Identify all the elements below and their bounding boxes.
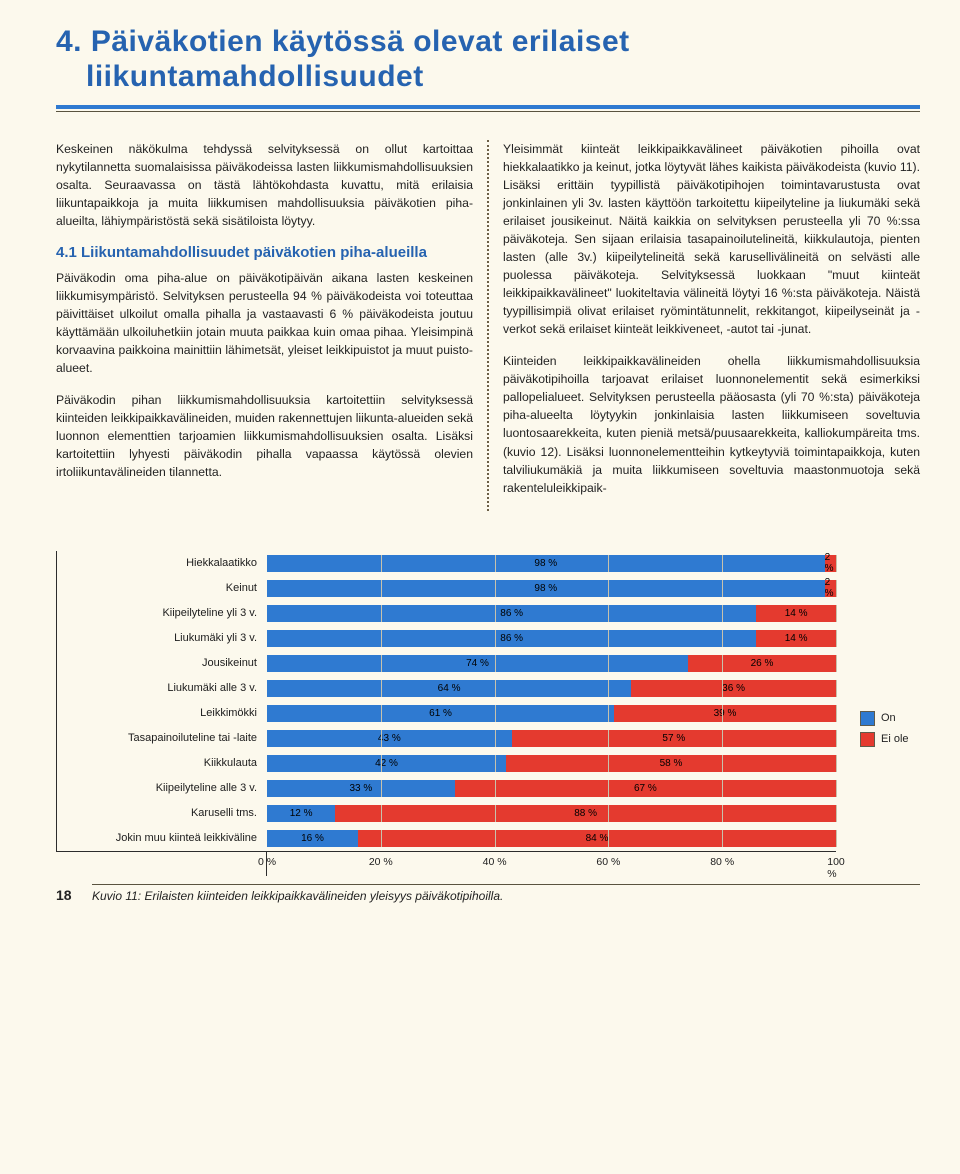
bar-segment-on: 74 % [267, 655, 688, 672]
category-label: Tasapainoiluteline tai -laite [57, 732, 267, 744]
bar-segment-on: 42 % [267, 755, 506, 772]
legend-off: Ei ole [860, 732, 920, 747]
bar-segment-off: 14 % [756, 630, 836, 647]
stacked-bar-chart: Hiekkalaatikko98 %2 %Keinut98 %2 %Kiipei… [56, 551, 920, 903]
chart-row: Jokin muu kiinteä leikkiväline16 %84 % [57, 826, 836, 851]
bar-segment-on: 33 % [267, 780, 455, 797]
right-p2: Kiinteiden leikkipaikkavälineiden ohella… [503, 352, 920, 496]
x-tick-label: 100 % [827, 856, 845, 880]
category-label: Keinut [57, 582, 267, 594]
bar-segment-off: 84 % [358, 830, 836, 847]
category-label: Karuselli tms. [57, 807, 267, 819]
bar-segment-off: 67 % [455, 780, 836, 797]
bar-segment-off: 39 % [614, 705, 836, 722]
chart-row: Tasapainoiluteline tai -laite43 %57 % [57, 726, 836, 751]
chart-row: Kiipeilyteline alle 3 v.33 %67 % [57, 776, 836, 801]
legend-swatch-on [860, 711, 875, 726]
heading-rule [56, 105, 920, 112]
chart-legend: On Ei ole [860, 551, 920, 753]
bar-segment-on: 12 % [267, 805, 335, 822]
x-tick-label: 80 % [710, 856, 734, 868]
title-line2: liikuntamahdollisuudet [56, 59, 920, 94]
left-column: Keskeinen näkökulma tehdyssä selvitykses… [56, 140, 473, 511]
title-line1: 4. Päiväkotien käytössä olevat erilaiset [56, 25, 630, 58]
x-tick-label: 60 % [596, 856, 620, 868]
left-p2: Päiväkodin oma piha-alue on päiväkotipäi… [56, 269, 473, 377]
bar-segment-on: 43 % [267, 730, 512, 747]
chart-row: Leikkimökki61 %39 % [57, 701, 836, 726]
right-p1: Yleisimmät kiinteät leikkipaikkavälineet… [503, 140, 920, 339]
bar-segment-off: 26 % [688, 655, 836, 672]
category-label: Kiikkulauta [57, 757, 267, 769]
chart-row: Liukumäki alle 3 v.64 %36 % [57, 676, 836, 701]
legend-swatch-off [860, 732, 875, 747]
page-number: 18 [56, 887, 92, 903]
left-p3: Päiväkodin pihan liikkumismahdollisuuksi… [56, 391, 473, 481]
bar-segment-off: 2 % [825, 555, 836, 572]
x-tick-label: 40 % [483, 856, 507, 868]
bar-segment-off: 36 % [631, 680, 836, 697]
bar-segment-off: 58 % [506, 755, 836, 772]
chart-row: Karuselli tms.12 %88 % [57, 801, 836, 826]
bar-segment-on: 61 % [267, 705, 614, 722]
legend-on: On [860, 711, 920, 726]
bar-segment-on: 98 % [267, 580, 825, 597]
legend-off-label: Ei ole [881, 733, 909, 745]
bar-segment-off: 57 % [512, 730, 836, 747]
intro-paragraph: Keskeinen näkökulma tehdyssä selvitykses… [56, 140, 473, 230]
category-label: Kiipeilyteline yli 3 v. [57, 607, 267, 619]
x-tick-label: 20 % [369, 856, 393, 868]
bar-segment-on: 86 % [267, 630, 756, 647]
bar-segment-on: 98 % [267, 555, 825, 572]
page-title: 4. Päiväkotien käytössä olevat erilaiset… [56, 24, 920, 95]
chart-row: Kiikkulauta42 %58 % [57, 751, 836, 776]
category-label: Jousikeinut [57, 657, 267, 669]
x-tick-label: 0 % [258, 856, 276, 868]
bar-track: Hiekkalaatikko98 %2 %Keinut98 %2 %Kiipei… [56, 551, 836, 852]
legend-on-label: On [881, 712, 896, 724]
chart-row: Hiekkalaatikko98 %2 % [57, 551, 836, 576]
bar-segment-off: 14 % [756, 605, 836, 622]
category-label: Jokin muu kiinteä leikkiväline [57, 832, 267, 844]
category-label: Leikkimökki [57, 707, 267, 719]
chart-row: Jousikeinut74 %26 % [57, 651, 836, 676]
subheading-4-1: 4.1 Liikuntamahdollisuudet päiväkotien p… [56, 244, 473, 263]
bar-segment-on: 16 % [267, 830, 358, 847]
chart-caption: Kuvio 11: Erilaisten kiinteiden leikkipa… [92, 884, 920, 903]
bar-segment-on: 86 % [267, 605, 756, 622]
bar-segment-off: 88 % [335, 805, 836, 822]
category-label: Liukumäki alle 3 v. [57, 682, 267, 694]
category-label: Kiipeilyteline alle 3 v. [57, 782, 267, 794]
column-divider [487, 140, 489, 511]
bar-segment-on: 64 % [267, 680, 631, 697]
chart-row: Kiipeilyteline yli 3 v.86 %14 % [57, 601, 836, 626]
chart-row: Liukumäki yli 3 v.86 %14 % [57, 626, 836, 651]
bar-segment-off: 2 % [825, 580, 836, 597]
right-column: Yleisimmät kiinteät leikkipaikkavälineet… [503, 140, 920, 511]
chart-row: Keinut98 %2 % [57, 576, 836, 601]
category-label: Hiekkalaatikko [57, 557, 267, 569]
category-label: Liukumäki yli 3 v. [57, 632, 267, 644]
